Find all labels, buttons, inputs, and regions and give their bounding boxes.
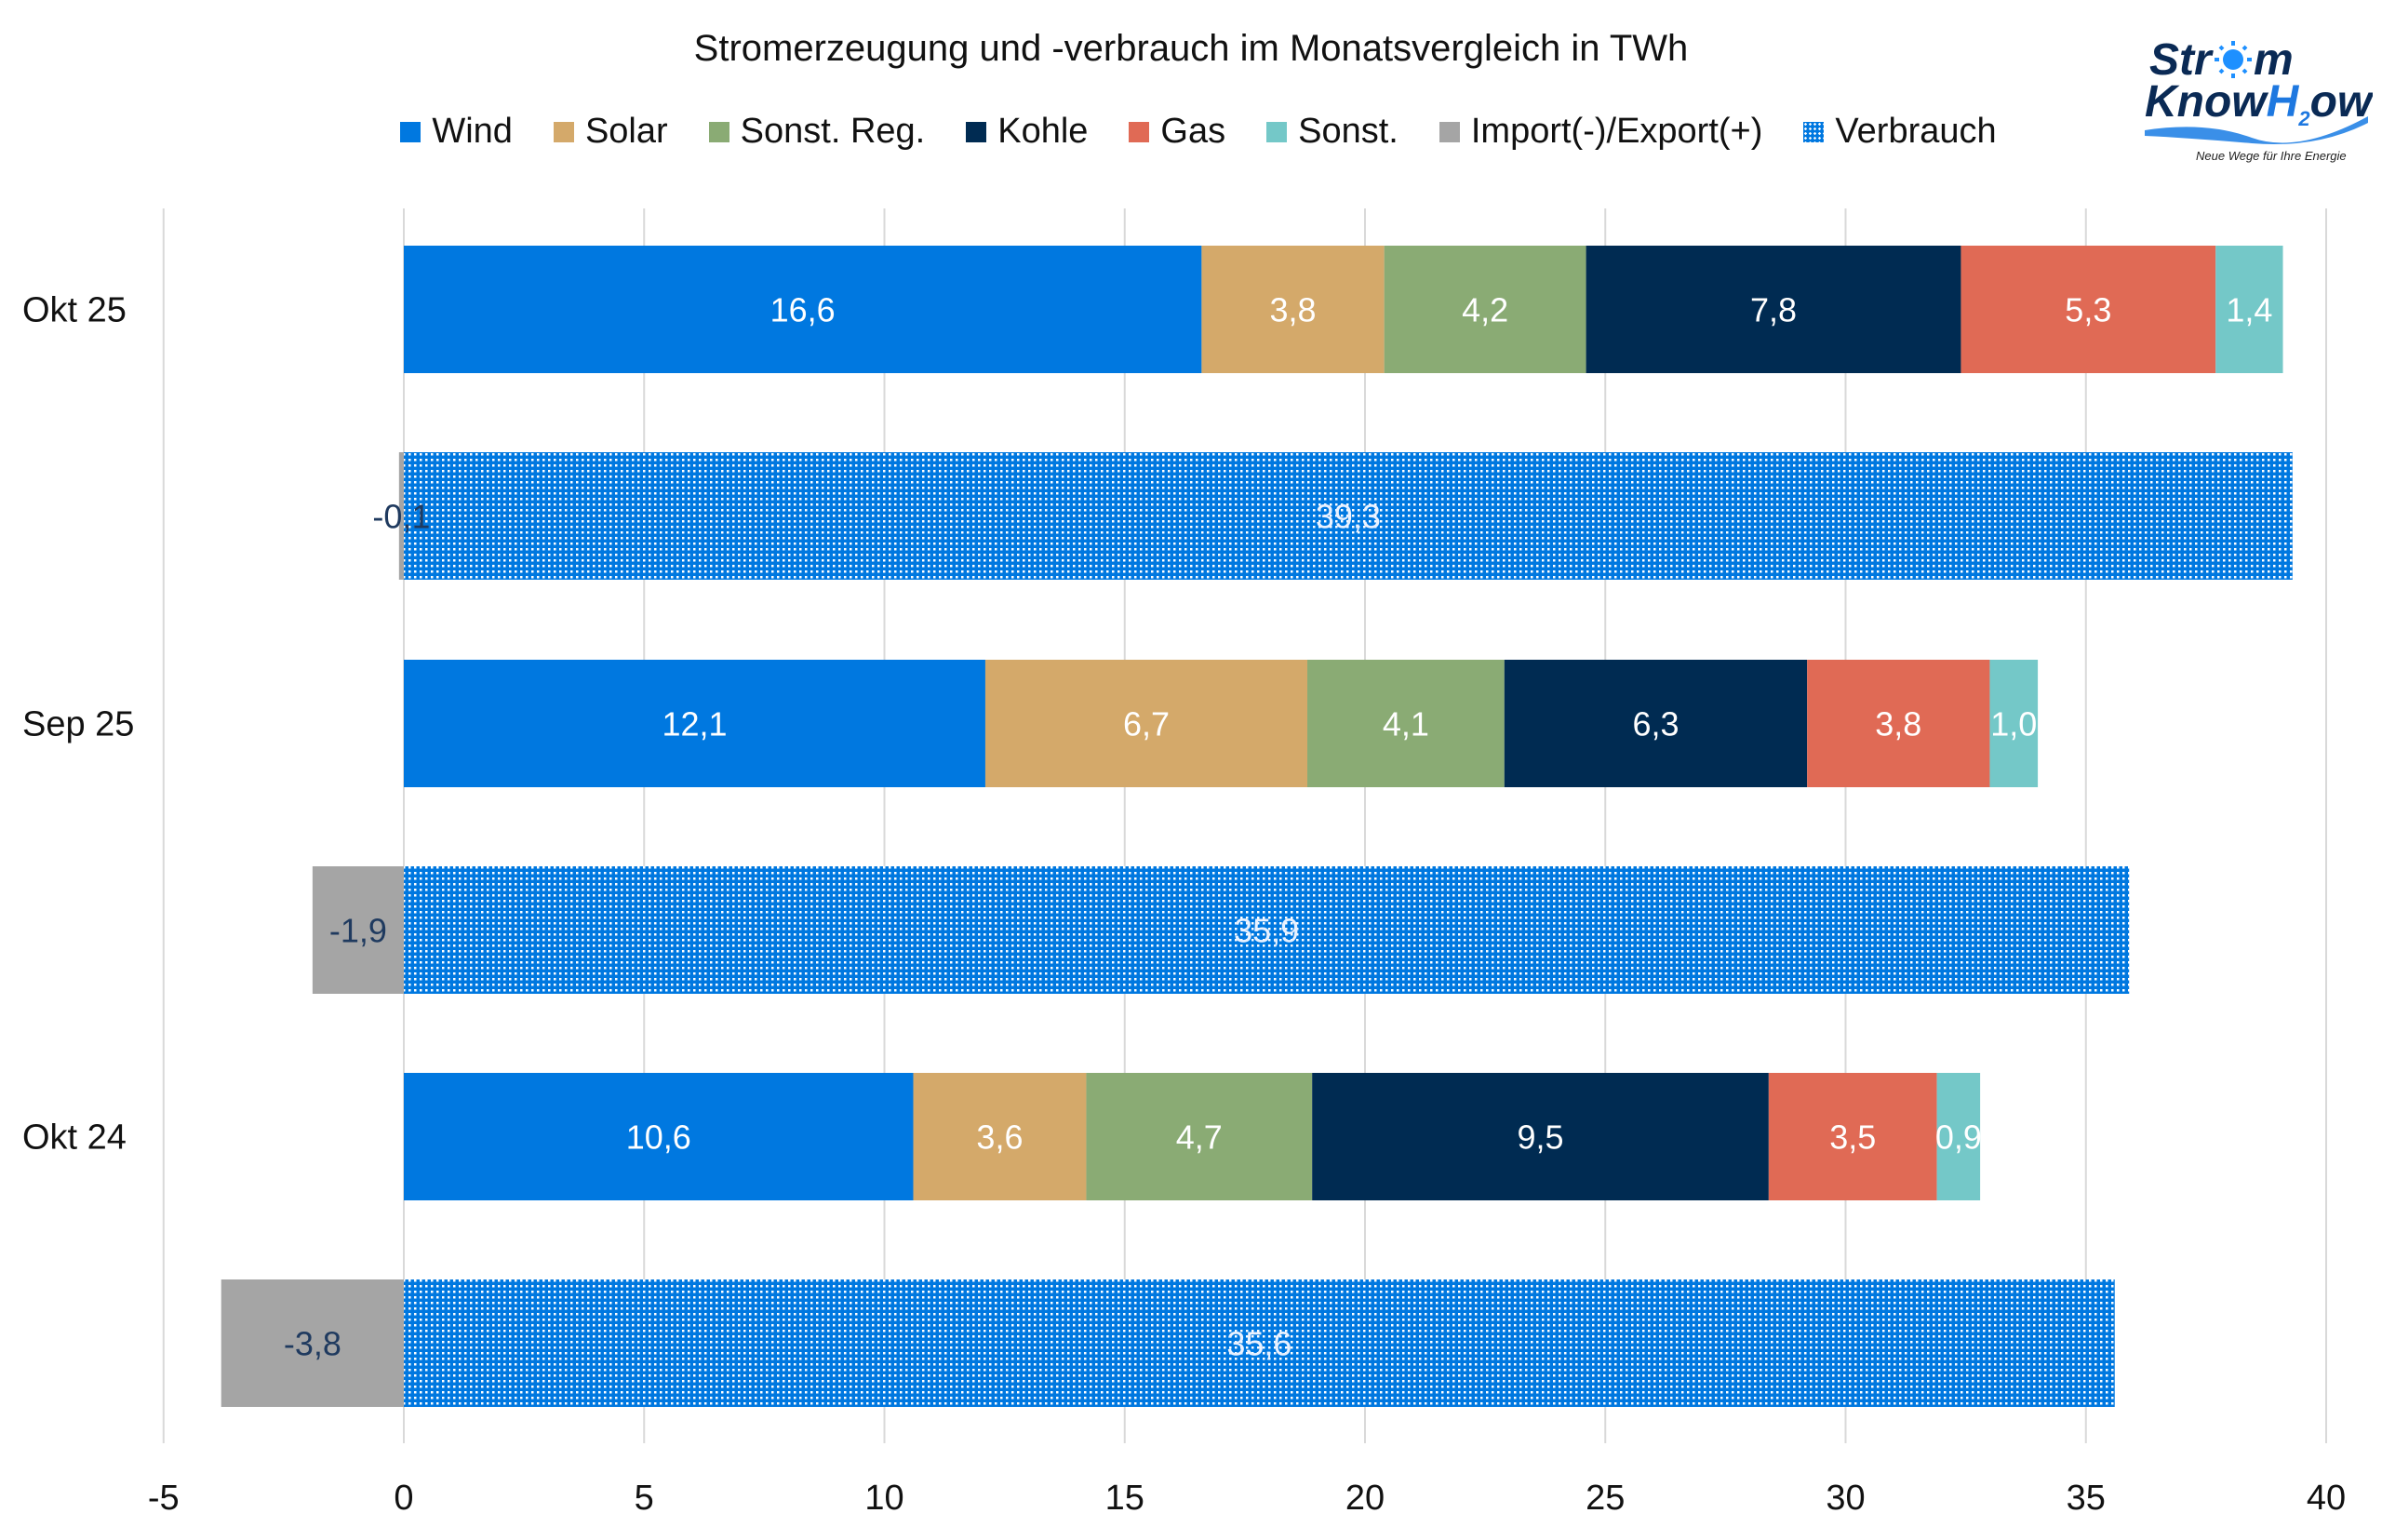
bar-segment-kohle [1312, 1073, 1769, 1200]
data-label: 6,3 [1632, 705, 1679, 743]
data-label: 3,8 [1270, 291, 1317, 329]
legend-swatch [1803, 121, 1825, 142]
bar-segment-sonst-reg- [1086, 1073, 1313, 1200]
svg-text:Str: Str [2149, 35, 2214, 85]
legend-label: Import(-)/Export(+) [1470, 112, 1763, 151]
legend-item: Wind [400, 112, 513, 152]
x-tick-label: 40 [2307, 1479, 2346, 1518]
legend-swatch [966, 121, 987, 142]
legend-label: Sonst. [1298, 112, 1398, 151]
legend-swatch [400, 121, 422, 142]
x-tick-label: 20 [1345, 1479, 1385, 1518]
data-label: 3,6 [976, 1118, 1023, 1157]
data-label: 4,2 [1462, 291, 1508, 329]
legend-item: Import(-)/Export(+) [1439, 112, 1763, 152]
data-label: 3,8 [1875, 705, 1921, 743]
data-label: 0,9 [1935, 1118, 1982, 1157]
bar-segment-sonst- [2215, 246, 2283, 373]
legend-swatch [1129, 121, 1150, 142]
bar-segment-kohle [1504, 660, 1808, 787]
data-label: 10,6 [626, 1118, 691, 1157]
legend-label: Kohle [997, 112, 1089, 151]
category-label: Okt 25 [22, 291, 127, 330]
x-tick-label: 30 [1826, 1479, 1865, 1518]
bar-segment-sonst-reg- [1307, 660, 1505, 787]
svg-text:Neue Wege für Ihre Energie: Neue Wege für Ihre Energie [2196, 149, 2347, 163]
chart-title: Stromerzeugung und -verbrauch im Monatsv… [693, 28, 1689, 69]
bar-segment-gas [1768, 1073, 1937, 1200]
data-label: 39,3 [1316, 498, 1381, 536]
bar-segment-gas [1807, 660, 1990, 787]
data-label: 5,3 [2065, 291, 2111, 329]
x-tick-label: -5 [148, 1479, 180, 1518]
bar-segment-sonst-reg- [1384, 246, 1586, 373]
legend-label: Gas [1160, 112, 1226, 151]
bar-segment-solar [1201, 246, 1385, 373]
legend-item: Kohle [966, 112, 1088, 152]
bar-segment-import-export [221, 1279, 404, 1407]
svg-text:m: m [2254, 35, 2294, 85]
bar-segment-verbrauch [404, 1279, 2115, 1407]
bar-segment-import-export [312, 866, 404, 994]
data-label: 35,6 [1226, 1325, 1291, 1363]
data-label: 3,5 [1829, 1118, 1876, 1157]
bar-segment-wind [404, 246, 1202, 373]
x-tick-label: 25 [1586, 1479, 1625, 1518]
legend-label: Wind [432, 112, 513, 151]
category-label: Sep 25 [22, 705, 134, 744]
data-label: 35,9 [1234, 912, 1299, 950]
data-label: 4,1 [1383, 705, 1429, 743]
bar-segment-wind [404, 660, 985, 787]
x-tick-label: 10 [864, 1479, 903, 1518]
data-label: 1,0 [1990, 705, 2037, 743]
legend-label: Solar [584, 112, 668, 151]
bar-segment-sonst- [1936, 1073, 1981, 1200]
bar-segment-import-export [398, 452, 404, 580]
data-label: -1,9 [329, 912, 387, 950]
legend-swatch [1439, 121, 1460, 142]
bar-segment-solar [913, 1073, 1087, 1200]
legend: Wind Solar Sonst. Reg. Kohle Gas Sonst. Import… [0, 112, 2382, 152]
legend-label: Verbrauch [1835, 112, 1997, 151]
legend-item: Sonst. Reg. [708, 112, 926, 152]
bar-segment-verbrauch [404, 866, 2130, 994]
logo: Str m KnowH2ow Neue Wege für Ihre Energi… [2145, 35, 2373, 163]
data-label: 12,1 [662, 705, 727, 743]
data-label: -3,8 [284, 1325, 341, 1363]
legend-item: Solar [553, 112, 668, 152]
bar-segment-sonst- [1989, 660, 2039, 787]
data-label: 4,7 [1176, 1118, 1223, 1157]
category-label: Okt 24 [22, 1118, 127, 1158]
x-tick-label: 35 [2067, 1479, 2106, 1518]
x-tick-label: 0 [394, 1479, 413, 1518]
bar-segment-kohle [1586, 246, 1961, 373]
legend-swatch [1266, 121, 1288, 142]
legend-label: Sonst. Reg. [740, 112, 926, 151]
x-tick-label: 15 [1105, 1479, 1144, 1518]
data-label: 6,7 [1123, 705, 1170, 743]
svg-text:KnowH2ow: KnowH2ow [2145, 77, 2373, 130]
data-label: -0,1 [372, 498, 430, 536]
x-tick-label: 5 [635, 1479, 654, 1518]
data-label: 9,5 [1517, 1118, 1563, 1157]
data-label: 16,6 [770, 291, 836, 329]
legend-item: Sonst. [1266, 112, 1398, 152]
bar-segment-solar [984, 660, 1308, 787]
legend-item: Gas [1129, 112, 1225, 152]
legend-item: Verbrauch [1803, 112, 1997, 152]
bar-segment-verbrauch [404, 452, 2293, 580]
data-label: 7,8 [1750, 291, 1797, 329]
legend-swatch [553, 121, 574, 142]
legend-swatch [708, 121, 729, 142]
bar-segment-gas [1960, 246, 2216, 373]
data-label: 1,4 [2226, 291, 2272, 329]
bar-segment-wind [404, 1073, 914, 1200]
